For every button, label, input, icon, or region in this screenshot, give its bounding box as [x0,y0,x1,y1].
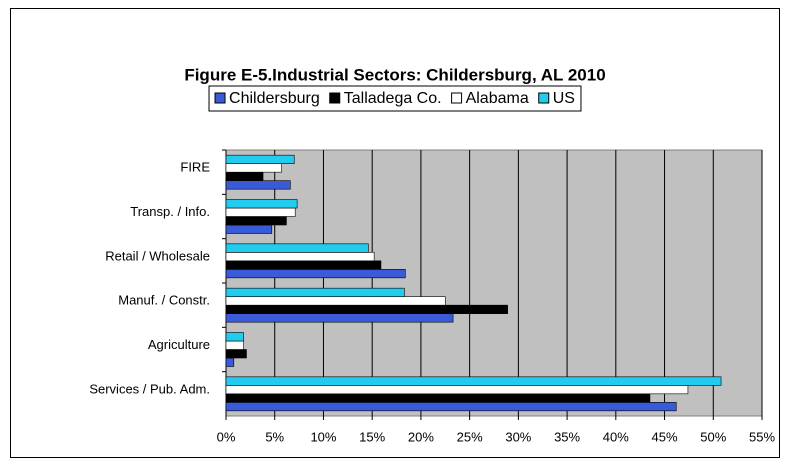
bar [225,349,247,359]
x-tick-label: 25% [457,429,483,444]
x-tick-label: 40% [603,429,629,444]
legend-marker [329,92,341,104]
x-tick-label: 0% [217,429,236,444]
bar [225,357,235,367]
y-tick-label: FIRE [180,160,210,175]
bar [225,207,296,217]
legend-label: Talladega Co. [344,90,442,107]
bar [225,252,375,262]
x-tick-label: 35% [554,429,580,444]
x-tick-label: 45% [652,429,678,444]
y-tick-label: Manuf. / Constr. [118,293,210,308]
bar [225,180,291,190]
legend-marker [538,92,550,104]
bar [225,393,651,403]
legend-label: Alabama [466,90,529,107]
x-tick-label: 15% [359,429,385,444]
bar [225,154,295,164]
legend-marker [214,92,226,104]
bar [225,243,369,253]
y-tick-label: Services / Pub. Adm. [89,381,210,396]
bar [225,171,264,181]
bar [225,385,689,395]
x-tick-label: 30% [505,429,531,444]
x-tick-label: 50% [700,429,726,444]
bar [225,313,454,323]
bar [225,287,405,297]
bar [225,304,508,314]
bar [225,402,677,412]
y-tick-label: Agriculture [148,337,210,352]
bar [225,216,287,226]
legend-label: Childersburg [229,90,320,107]
legend-marker [451,92,463,104]
bar [225,269,406,279]
bar [225,163,282,173]
x-tick-label: 10% [310,429,336,444]
legend-label: US [553,90,575,107]
bar [225,376,722,386]
x-tick-label: 55% [749,429,775,444]
bar [225,296,446,306]
bar [225,340,244,350]
y-tick-label: Retail / Wholesale [105,248,210,263]
y-tick-label: Transp. / Info. [130,204,210,219]
plot-area [225,149,763,417]
legend-box [208,85,582,112]
x-tick-label: 5% [265,429,284,444]
bar [225,332,244,342]
bar [225,224,273,234]
bar [225,260,382,270]
chart-title: Figure E-5.Industrial Sectors: Childersb… [184,65,605,84]
x-tick-label: 20% [408,429,434,444]
bar [225,199,298,209]
